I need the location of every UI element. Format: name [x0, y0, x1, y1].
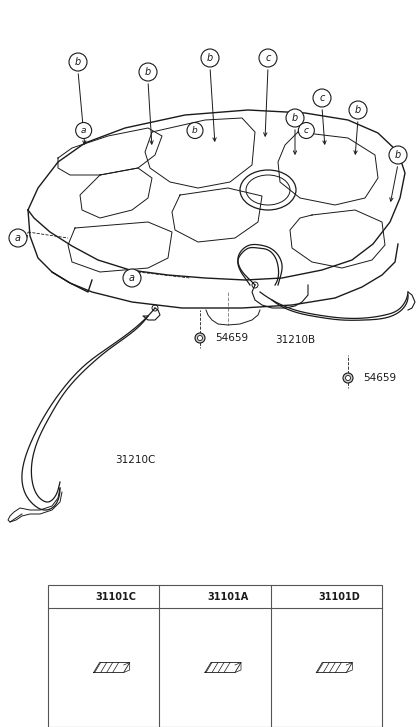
- Circle shape: [201, 49, 219, 67]
- Circle shape: [197, 335, 202, 340]
- Text: 31101D: 31101D: [319, 592, 360, 601]
- Text: b: b: [192, 126, 198, 135]
- Text: 54659: 54659: [215, 333, 248, 343]
- Text: a: a: [129, 273, 135, 283]
- Circle shape: [349, 101, 367, 119]
- Bar: [48, 585, 382, 727]
- Circle shape: [69, 53, 87, 71]
- Text: c: c: [265, 53, 271, 63]
- Text: a: a: [81, 126, 87, 135]
- Circle shape: [195, 333, 205, 343]
- Text: b: b: [75, 57, 81, 67]
- Text: b: b: [395, 150, 401, 160]
- Text: b: b: [207, 53, 213, 63]
- Text: 31210B: 31210B: [275, 335, 315, 345]
- Circle shape: [76, 123, 92, 139]
- Text: b: b: [145, 67, 151, 77]
- Text: c: c: [319, 93, 325, 103]
- Circle shape: [346, 376, 351, 380]
- Circle shape: [259, 49, 277, 67]
- Text: c: c: [304, 126, 309, 135]
- Text: b: b: [292, 113, 298, 123]
- Circle shape: [9, 229, 27, 247]
- Text: a: a: [15, 233, 21, 243]
- Circle shape: [298, 123, 314, 139]
- Text: 54659: 54659: [363, 373, 396, 383]
- Text: b: b: [355, 105, 361, 115]
- Circle shape: [139, 63, 157, 81]
- Circle shape: [343, 373, 353, 383]
- Text: 31210C: 31210C: [115, 455, 155, 465]
- Text: 31101C: 31101C: [96, 592, 137, 601]
- Circle shape: [123, 269, 141, 287]
- Text: 31101A: 31101A: [207, 592, 248, 601]
- Circle shape: [286, 109, 304, 127]
- Circle shape: [389, 146, 407, 164]
- Circle shape: [313, 89, 331, 107]
- Circle shape: [187, 123, 203, 139]
